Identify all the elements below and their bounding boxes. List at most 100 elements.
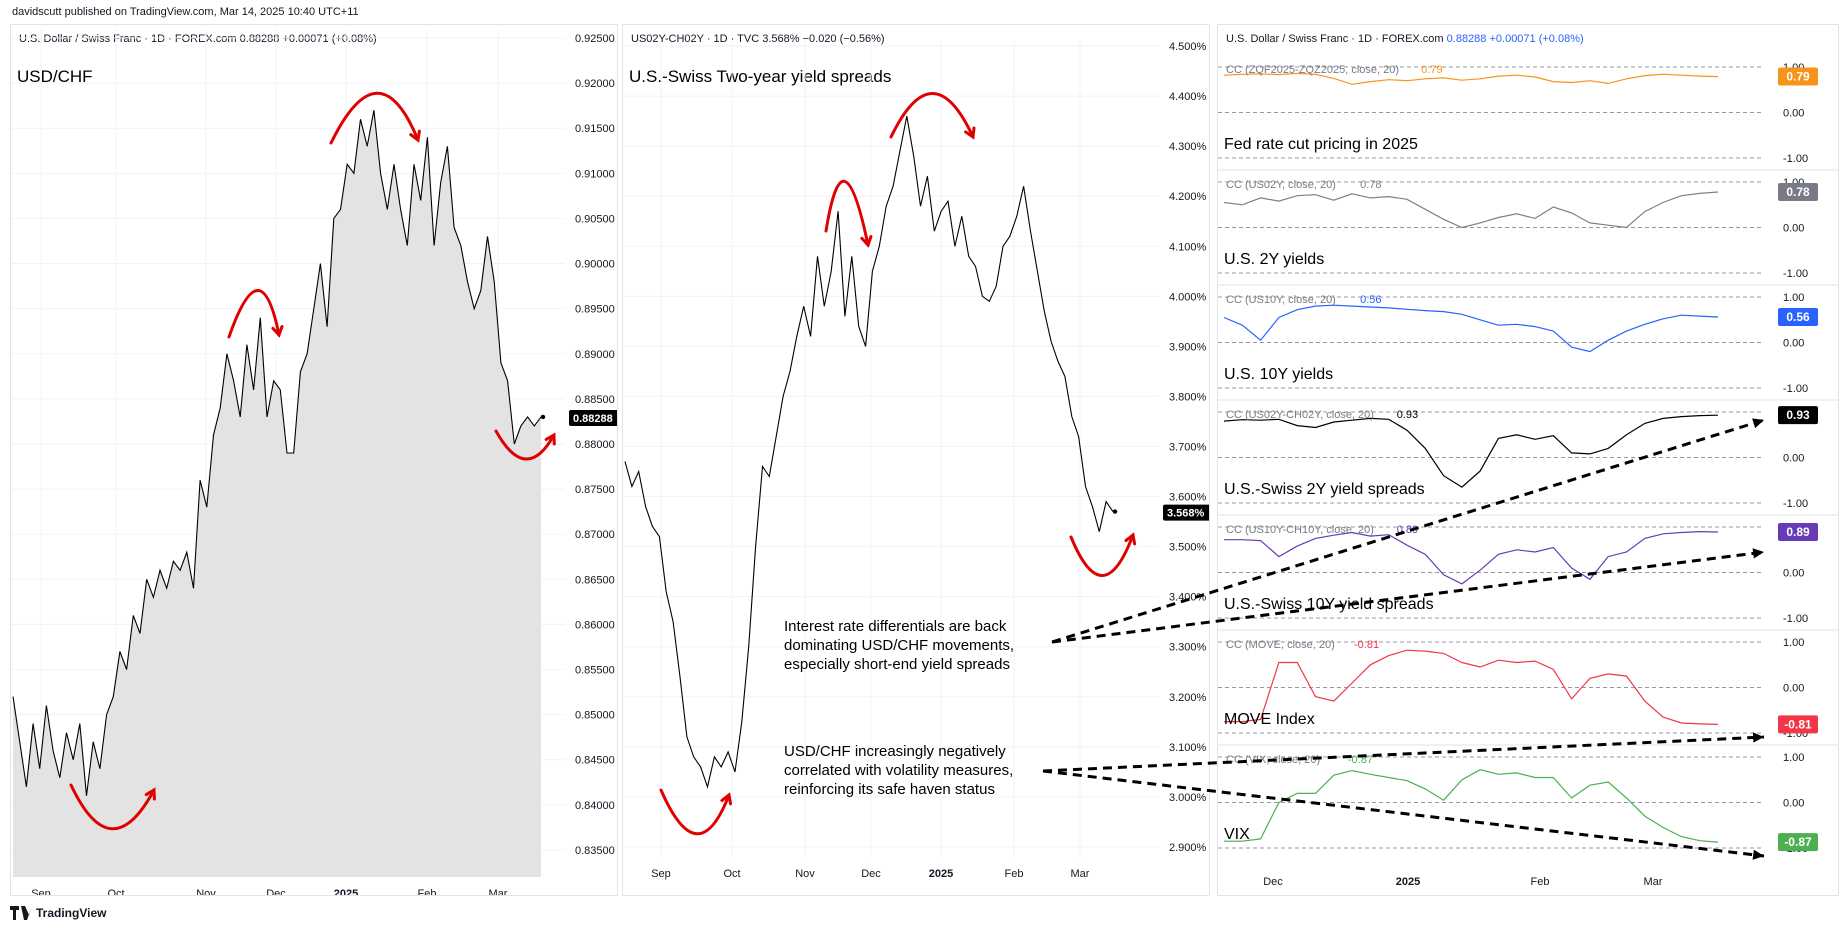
y-tick-label: 4.100%	[1169, 241, 1207, 253]
y-tick-label: 4.400%	[1169, 91, 1207, 103]
y-tick-label: 0.90000	[575, 259, 615, 271]
y-tick-label: 4.200%	[1169, 191, 1207, 203]
y-tick-label: 3.500%	[1169, 542, 1207, 554]
y-tick-label: 0.91000	[575, 168, 615, 180]
y-tick-label: 3.600%	[1169, 492, 1207, 504]
annotation-rates: Interest rate differentials are back dom…	[784, 618, 1015, 673]
corr-title-7: VIX	[1224, 826, 1250, 843]
y-tick-label: -1.00	[1783, 383, 1808, 395]
corr-tag-4: 0.93	[1786, 408, 1810, 422]
corr-tag-7: -0.87	[1784, 835, 1812, 849]
corr-header: U.S. Dollar / Swiss Franc · 1D · FOREX.c…	[1226, 33, 1584, 45]
y-tick-label: 1.00	[1783, 292, 1804, 304]
usdchf-chart[interactable]: 0.92500 0.92000 0.91500 0.91000 0.90500 0.900…	[11, 25, 617, 895]
tradingview-logo-icon	[10, 906, 32, 920]
x-tick-label: 2025	[334, 888, 358, 895]
corr-line-6	[1224, 649, 1719, 725]
y-tick-label: 3.100%	[1169, 742, 1207, 754]
usdchf-panel[interactable]: U.S. Dollar / Swiss Franc · 1D · FOREX.c…	[10, 24, 618, 896]
corr-legend-5: CC (US10Y-CH10Y, close, 20)	[1226, 524, 1374, 536]
red-arrow-peak-2-head	[409, 129, 421, 143]
red-arrow-peak-2	[329, 91, 420, 145]
corr-tag-box-2	[1778, 183, 1818, 202]
x-tick-label: Feb	[1005, 868, 1024, 880]
corr-tag-3: 0.56	[1786, 310, 1810, 324]
y-tick-label: 0.88500	[575, 394, 615, 406]
footer-brand: TradingView	[36, 906, 107, 920]
y-tick-label: 3.000%	[1169, 792, 1207, 804]
red-arrow-peak-1	[824, 179, 870, 247]
y-tick-label: 0.00	[1783, 568, 1804, 580]
x-tick-label: Feb	[418, 888, 437, 895]
red-arrow-trough-1-head	[720, 792, 733, 806]
y-tick-label: 3.800%	[1169, 391, 1207, 403]
x-tick-label: Sep	[651, 868, 671, 880]
y-tick-label: -1.00	[1783, 613, 1808, 625]
corr-tag-box-7	[1778, 833, 1818, 852]
corr-tag-box-3	[1778, 308, 1818, 327]
y-tick-label: 3.700%	[1169, 441, 1207, 453]
corr-title-4: U.S.-Swiss 2Y yield spreads	[1224, 481, 1425, 498]
spread-big-label: U.S.-Swiss Two-year yield spreads	[629, 67, 892, 86]
red-arrow-peak-2	[889, 92, 975, 139]
y-tick-label: 0.85500	[575, 665, 615, 677]
corr-tag-box-4	[1778, 406, 1818, 425]
y-tick-label: 0.86500	[575, 574, 615, 586]
corr-line-4	[1223, 414, 1719, 488]
corr-tag-6: -0.81	[1784, 717, 1812, 731]
y-tick-label: 0.84000	[575, 800, 615, 812]
y-tick-label: 1.00	[1783, 752, 1804, 764]
publish-line: davidscutt published on TradingView.com,…	[12, 6, 359, 18]
corr-panel[interactable]: U.S. Dollar / Swiss Franc · 1D · FOREX.c…	[1217, 24, 1839, 896]
corr-tag-box-1	[1778, 67, 1818, 86]
corr-legend-3: CC (US10Y, close, 20)	[1226, 294, 1336, 306]
y-tick-label: 0.91500	[575, 123, 615, 135]
red-arrow-trough-1-head	[144, 787, 156, 801]
price-tag: 3.568%	[1167, 508, 1205, 520]
corr-legend-4: CC (US02Y-CH02Y, close, 20)	[1226, 409, 1374, 421]
red-arrow-trough-2-head	[544, 432, 556, 446]
y-tick-label: 0.87500	[575, 484, 615, 496]
y-tick-label: 1.00	[1783, 637, 1804, 649]
y-tick-label: 0.92000	[575, 78, 615, 90]
red-arrow-trough-1	[69, 783, 156, 831]
y-tick-label: 0.89500	[575, 304, 615, 316]
corr-line-1	[1223, 72, 1719, 85]
corr-legend-value-4: 0.93	[1397, 409, 1418, 421]
last-point	[1112, 509, 1118, 514]
y-tick-label: -1.00	[1783, 153, 1808, 165]
corr-legend-value-7: -0.87	[1348, 754, 1373, 766]
y-tick-label: 0.88000	[575, 439, 615, 451]
corr-title-6: MOVE Index	[1224, 711, 1315, 728]
x-tick-label: Mar	[1644, 876, 1663, 888]
y-tick-label: 0.83500	[575, 845, 615, 857]
y-tick-label: 2.900%	[1169, 842, 1207, 854]
y-tick-label: 0.00	[1783, 338, 1804, 350]
y-tick-label: 0.00	[1783, 453, 1804, 465]
usdchf-big-label: USD/CHF	[17, 67, 93, 86]
corr-title-2: U.S. 2Y yields	[1224, 251, 1324, 268]
corr-line-2	[1223, 191, 1719, 229]
red-arrow-peak-2-head	[964, 126, 976, 140]
corr-title-5: U.S.-Swiss 10Y yield spreads	[1224, 596, 1434, 613]
corr-chart[interactable]: 1.00 0.00 -1.00 CC (ZQF2025-ZQZ2025, close,…	[1218, 25, 1838, 895]
footer: TradingView	[10, 906, 106, 920]
price-line	[624, 115, 1114, 789]
price-tag: 0.88288	[573, 413, 613, 425]
red-arrow-trough-1	[659, 788, 731, 836]
corr-tag-5: 0.89	[1786, 525, 1810, 539]
corr-legend-2: CC (US02Y, close, 20)	[1226, 179, 1336, 191]
price-line	[12, 110, 542, 796]
corr-title-1: Fed rate cut pricing in 2025	[1224, 136, 1418, 153]
x-tick-label: Mar	[489, 888, 508, 895]
corr-title-3: U.S. 10Y yields	[1224, 366, 1333, 383]
red-arrow-peak-1	[227, 289, 281, 339]
x-tick-label: 2025	[929, 868, 953, 880]
x-tick-label: Dec	[266, 888, 286, 895]
y-tick-label: 3.200%	[1169, 692, 1207, 704]
y-tick-label: 0.90500	[575, 213, 615, 225]
corr-line-7	[1224, 769, 1719, 843]
x-tick-label: 2025	[1396, 876, 1420, 888]
corr-header-right: 0.88288 +0.00071 (+0.08%)	[1446, 33, 1584, 45]
x-tick-label: Dec	[861, 868, 881, 880]
